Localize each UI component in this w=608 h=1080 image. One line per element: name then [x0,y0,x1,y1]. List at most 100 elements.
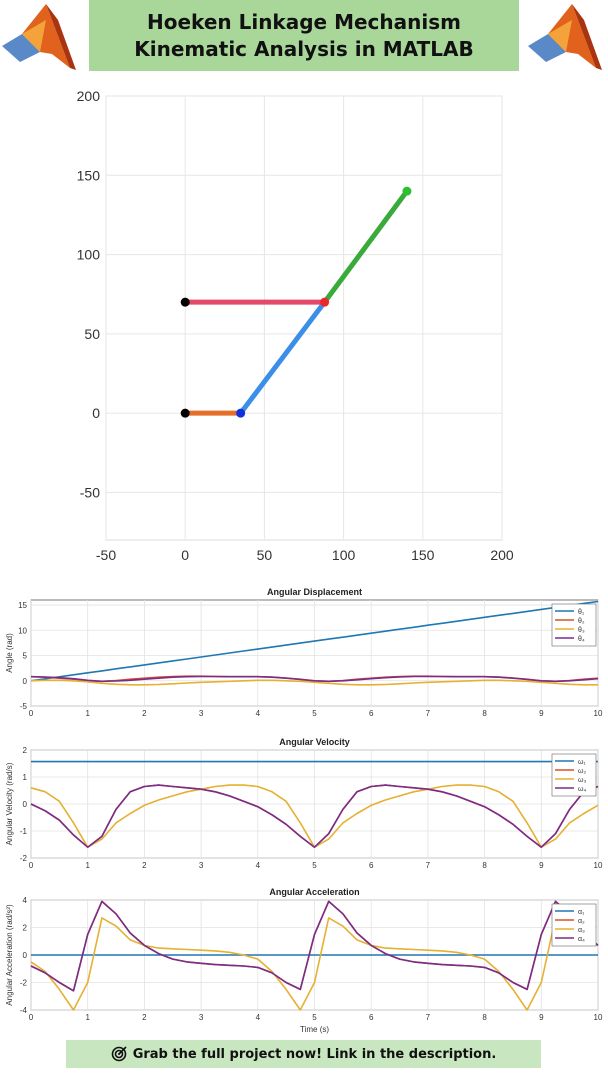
joint-point [180,297,190,307]
x-tick-label: 1 [85,861,90,868]
y-tick-label: -1 [20,827,28,836]
x-tick-label: 4 [256,1013,261,1022]
legend-label: θ₂ [578,618,585,625]
series-line [30,600,599,682]
x-tick-label: 1 [85,1013,90,1022]
joint-point [180,408,190,418]
y-tick-label: -5 [20,702,28,711]
series-line [30,679,598,686]
y-tick-label: -2 [20,854,28,863]
series-line [30,900,599,992]
angular-velocity-chart: Angular Velocity 0 1 2 3 4 5 6 7 8 9 10 -2 -1 0 1 2 Angul… [5,737,603,868]
legend-label: ω₁ [578,759,586,766]
y-tick-label: 100 [77,247,101,263]
x-tick-label: 200 [490,547,514,563]
x-tick-label: 4 [256,709,261,716]
x-tick-label: 6 [369,1013,374,1022]
x-tick-label: 10 [594,1013,603,1022]
series-line [30,917,599,1011]
link-bar [322,188,410,305]
title-line-2: Kinematic Analysis in MATLAB [134,36,474,61]
x-tick-label: 7 [426,861,431,868]
legend-label: θ₄ [578,636,585,643]
x-tick-label: 0 [29,861,34,868]
legend-box [551,753,597,797]
x-tick-label: 3 [199,861,204,868]
matlab-logo-left [2,4,76,70]
joint-point [320,297,330,307]
plot-area [105,95,503,541]
x-tick-label: 1 [85,709,90,716]
matlab-logo-right [528,4,602,70]
x-tick-label: 8 [482,861,487,868]
x-tick-label: 3 [199,709,204,716]
x-tick-label: 0 [29,709,34,716]
legend-label: ω₂ [578,768,586,775]
x-tick-label: 4 [256,861,261,868]
series-line [30,675,599,683]
y-tick-label: -50 [80,484,100,500]
x-tick-label: 9 [539,709,544,716]
y-tick-label: 50 [84,326,100,342]
y-tick-label: -2 [20,979,28,988]
x-tick-label: 2 [142,709,147,716]
legend-label: α₁ [578,909,585,916]
x-tick-label: 3 [199,1013,204,1022]
y-tick-label: 1 [23,773,28,782]
title-banner: Hoeken Linkage Mechanism Kinematic Analy… [89,0,519,71]
y-axis-label: Angle (rad) [5,633,14,673]
x-tick-label: 7 [426,1013,431,1022]
legend-box [551,903,597,947]
legend-label: ω₄ [578,786,586,793]
y-tick-label: -4 [20,1006,28,1015]
joint-point [402,186,412,196]
x-tick-label: 2 [142,1013,147,1022]
legend-label: ω₃ [578,777,586,784]
x-tick-label: 100 [332,547,356,563]
series-line [30,784,599,848]
footer-banner[interactable]: Grab the full project now! Link in the d… [66,1040,541,1068]
legend-box [551,603,597,647]
x-tick-label: 8 [482,1013,487,1022]
y-tick-label: 0 [23,951,28,960]
x-tick-label: 2 [142,861,147,868]
y-tick-label: 200 [77,88,101,104]
legend-label: α₃ [578,927,585,934]
target-icon [111,1046,127,1062]
x-tick-label: 5 [312,861,317,868]
title-line-1: Hoeken Linkage Mechanism [147,9,461,34]
joint-point [236,408,246,418]
legend-label: α₂ [578,918,585,925]
x-tick-label: 9 [539,861,544,868]
x-tick-label: 7 [426,709,431,716]
x-tick-label: 5 [312,709,317,716]
chart-title: Angular Acceleration [269,887,359,897]
y-tick-label: 4 [23,896,28,905]
chart-title: Angular Displacement [267,587,362,597]
x-axis-label: Time (s) [300,1025,329,1034]
y-tick-label: 15 [18,601,27,610]
y-axis-label: Angular Acceleration (rad/s²) [5,904,14,1006]
y-tick-label: 0 [92,405,100,421]
x-tick-label: 8 [482,709,487,716]
x-tick-label: 10 [594,861,603,868]
linkage-plot: -50 0 50 100 150 200 -50 0 50 100 150 200 [77,88,514,563]
x-tick-label: 6 [369,709,374,716]
link-bar [238,299,328,416]
y-axis-label: Angular Velocity (rad/s) [5,762,14,845]
legend-label: θ₁ [578,609,585,616]
y-tick-label: 5 [23,652,28,661]
legend-label: θ₃ [578,627,585,634]
y-tick-label: 0 [23,677,28,686]
y-tick-label: 10 [18,626,27,635]
y-tick-label: 0 [23,800,28,809]
x-tick-label: -50 [96,547,116,563]
chart-title: Angular Velocity [279,737,350,747]
x-tick-label: 50 [257,547,273,563]
x-tick-label: 5 [312,1013,317,1022]
footer-text: Grab the full project now! Link in the d… [132,1046,497,1062]
x-tick-label: 9 [539,1013,544,1022]
y-tick-label: 2 [23,924,28,933]
